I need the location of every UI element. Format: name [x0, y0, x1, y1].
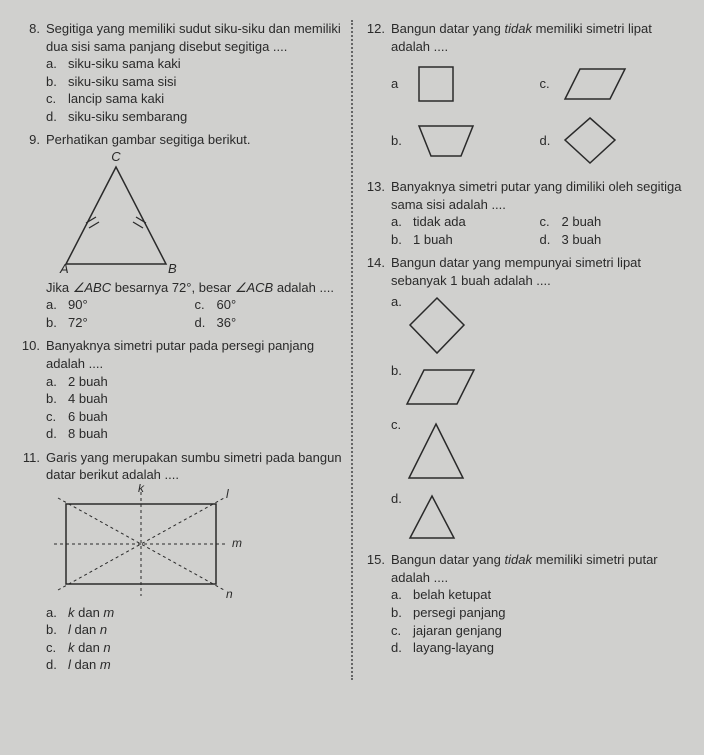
opt-text: 2 buah: [68, 373, 108, 391]
opt-label: c.: [195, 296, 217, 314]
question-text: Segitiga yang memiliki sudut siku-siku d…: [46, 20, 343, 55]
opt-text: 3 buah: [562, 231, 602, 249]
question-9: 9. Perhatikan gambar segitiga berikut. C…: [16, 131, 343, 331]
opt-label: c.: [46, 90, 68, 108]
opt-text: layang-layang: [413, 639, 494, 657]
triangle-small-shape: [402, 490, 462, 545]
question-number: 12.: [361, 20, 391, 172]
question-text: Perhatikan gambar segitiga berikut.: [46, 131, 343, 149]
column-divider: [351, 20, 353, 680]
question-number: 10.: [16, 337, 46, 442]
opt-label: c.: [391, 622, 413, 640]
svg-text:l: l: [226, 487, 229, 501]
opt-label: d.: [195, 314, 217, 332]
opt-text: 36°: [217, 314, 237, 332]
rhombus-shape: [560, 113, 620, 168]
opt-text: k dan m: [68, 604, 114, 622]
question-number: 14.: [361, 254, 391, 545]
opt-label: b.: [46, 73, 68, 91]
opt-text: tidak ada: [413, 213, 466, 231]
opt-text: 1 buah: [413, 231, 453, 249]
question-11: 11. Garis yang merupakan sumbu simetri p…: [16, 449, 343, 674]
opt-label: d.: [391, 639, 413, 657]
parallelogram-shape: [560, 59, 630, 109]
svg-text:k: k: [138, 484, 145, 495]
question-8: 8. Segitiga yang memiliki sudut siku-sik…: [16, 20, 343, 125]
opt-label: c.: [540, 213, 562, 231]
triangle-shape: [401, 416, 471, 486]
question-text: Garis yang merupakan sumbu simetri pada …: [46, 449, 343, 484]
opt-label: b.: [391, 132, 411, 150]
opt-label: b.: [46, 390, 68, 408]
opt-text: lancip sama kaki: [68, 90, 164, 108]
opt-label: d.: [46, 425, 68, 443]
question-text: Bangun datar yang tidak memiliki simetri…: [391, 20, 688, 55]
opt-text: siku-siku sama sisi: [68, 73, 176, 91]
svg-text:B: B: [168, 261, 177, 276]
opt-text: l dan n: [68, 621, 107, 639]
opt-label: d.: [391, 490, 402, 508]
question-13: 13. Banyaknya simetri putar yang dimilik…: [361, 178, 688, 248]
opt-label: a: [391, 75, 411, 93]
question-number: 13.: [361, 178, 391, 248]
opt-label: c.: [391, 416, 401, 434]
opt-label: a.: [46, 373, 68, 391]
question-14: 14. Bangun datar yang mempunyai simetri …: [361, 254, 688, 545]
opt-label: d.: [540, 231, 562, 249]
opt-text: jajaran genjang: [413, 622, 502, 640]
opt-text: 90°: [68, 296, 88, 314]
opt-text: siku-siku sama kaki: [68, 55, 181, 73]
rhombus-shape: [402, 293, 472, 358]
opt-label: b.: [46, 314, 68, 332]
opt-text: 4 buah: [68, 390, 108, 408]
opt-text: 6 buah: [68, 408, 108, 426]
trapezoid-shape: [411, 118, 481, 163]
opt-label: c.: [46, 639, 68, 657]
opt-label: c.: [540, 75, 560, 93]
svg-text:A: A: [59, 261, 69, 276]
opt-label: b.: [46, 621, 68, 639]
question-12: 12. Bangun datar yang tidak memiliki sim…: [361, 20, 688, 172]
svg-text:n: n: [226, 587, 233, 601]
opt-label: c.: [46, 408, 68, 426]
question-text-2: Jika ∠ABC besarnya 72°, besar ∠ACB adala…: [46, 279, 343, 297]
square-shape: [411, 59, 461, 109]
opt-label: b.: [391, 362, 402, 380]
question-10: 10. Banyaknya simetri putar pada persegi…: [16, 337, 343, 442]
question-text: Bangun datar yang mempunyai simetri lipa…: [391, 254, 688, 289]
opt-text: persegi panjang: [413, 604, 506, 622]
opt-label: a.: [391, 293, 402, 311]
opt-label: a.: [391, 213, 413, 231]
opt-text: 60°: [217, 296, 237, 314]
question-number: 9.: [16, 131, 46, 331]
opt-label: a.: [391, 586, 413, 604]
opt-text: l dan m: [68, 656, 111, 674]
question-number: 15.: [361, 551, 391, 656]
opt-label: a.: [46, 296, 68, 314]
opt-text: belah ketupat: [413, 586, 491, 604]
svg-text:C: C: [111, 149, 121, 164]
opt-text: k dan n: [68, 639, 111, 657]
opt-label: d.: [46, 108, 68, 126]
question-number: 8.: [16, 20, 46, 125]
opt-label: a.: [46, 55, 68, 73]
question-number: 11.: [16, 449, 46, 674]
question-15: 15. Bangun datar yang tidak memiliki sim…: [361, 551, 688, 656]
svg-text:m: m: [232, 536, 242, 550]
opt-label: b.: [391, 231, 413, 249]
opt-label: b.: [391, 604, 413, 622]
question-text: Banyaknya simetri putar pada persegi pan…: [46, 337, 343, 372]
opt-label: d.: [540, 132, 560, 150]
question-text: Bangun datar yang tidak memiliki simetri…: [391, 551, 688, 586]
question-text: Banyaknya simetri putar yang dimiliki ol…: [391, 178, 688, 213]
opt-text: siku-siku sembarang: [68, 108, 187, 126]
parallelogram-shape: [402, 362, 482, 412]
opt-label: a.: [46, 604, 68, 622]
opt-text: 72°: [68, 314, 88, 332]
opt-label: d.: [46, 656, 68, 674]
opt-text: 2 buah: [562, 213, 602, 231]
triangle-diagram: C A B: [46, 149, 186, 279]
opt-text: 8 buah: [68, 425, 108, 443]
rectangle-symmetry-diagram: k l m n: [46, 484, 246, 604]
